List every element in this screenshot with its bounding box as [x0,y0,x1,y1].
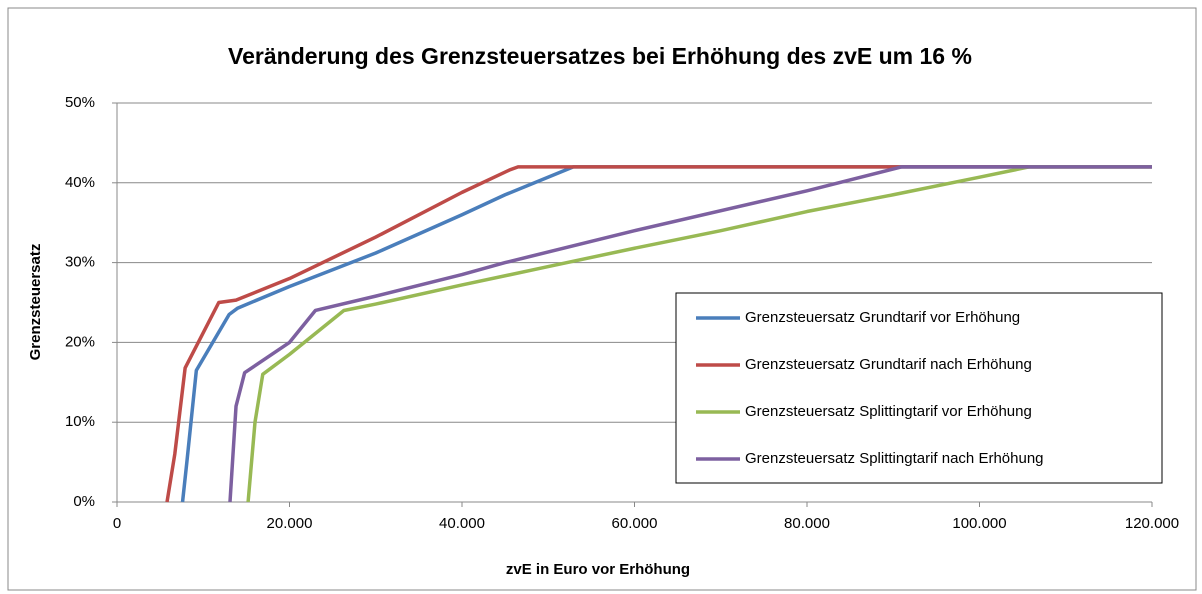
x-tick-label: 120.000 [1125,515,1179,532]
series-line [180,165,1152,503]
x-tick-label: 0 [113,515,121,532]
y-tick-label: 30% [65,254,95,271]
y-tick-label: 50% [65,94,95,111]
x-tick-label: 40.000 [439,515,485,532]
x-tick-label: 80.000 [784,515,830,532]
x-axis-label: zvE in Euro vor Erhöhung [506,561,690,578]
series-line [246,165,1152,503]
y-tick-label: 40% [65,174,95,191]
y-axis-label: Grenzsteuersatz [27,244,44,361]
y-tick-label: 20% [65,333,95,350]
y-tick-label: 0% [73,493,95,510]
x-tick-label: 20.000 [267,515,313,532]
series-line [228,165,1152,503]
series-line [165,165,1152,503]
legend-box [675,292,1163,484]
x-tick-label: 60.000 [612,515,658,532]
chart-title: Veränderung des Grenzsteuersatzes bei Er… [228,43,972,69]
legend-label: Grenzsteuersatz Grundtarif nach Erhöhung [745,356,1032,373]
legend-label: Grenzsteuersatz Grundtarif vor Erhöhung [745,309,1020,326]
legend-label: Grenzsteuersatz Splittingtarif nach Erhö… [745,450,1044,467]
y-tick-label: 10% [65,413,95,430]
legend-label: Grenzsteuersatz Splittingtarif vor Erhöh… [745,403,1032,420]
x-tick-label: 100.000 [952,515,1006,532]
